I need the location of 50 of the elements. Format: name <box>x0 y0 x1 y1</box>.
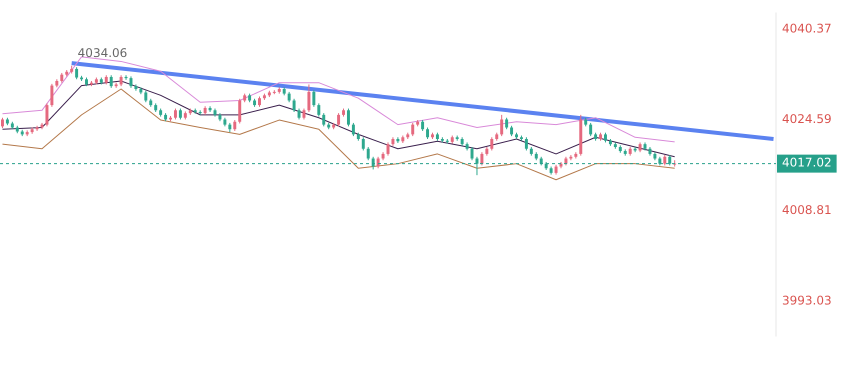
candlestick <box>178 108 182 120</box>
candlestick <box>50 83 54 108</box>
candlestick <box>554 164 558 176</box>
candlestick <box>312 90 316 108</box>
candlestick <box>505 117 508 130</box>
candlestick <box>238 98 242 124</box>
candlestick <box>75 66 78 80</box>
candlestick <box>352 122 355 137</box>
y-tick-label: 3993.03 <box>782 293 832 308</box>
candlestick <box>110 74 113 88</box>
candlestick <box>524 136 528 151</box>
candlestick <box>307 84 310 112</box>
candlestick <box>317 102 320 118</box>
candlestick <box>60 72 64 84</box>
candlestick <box>426 127 430 140</box>
y-tick-label: 4008.81 <box>782 202 832 217</box>
candlestick <box>130 76 132 88</box>
candlestick <box>292 98 296 112</box>
candlestick <box>302 108 306 120</box>
candlestick <box>258 96 261 108</box>
candlestick <box>500 114 504 137</box>
candlestick <box>490 136 494 151</box>
candlestick <box>411 122 414 137</box>
candlestick <box>288 91 291 103</box>
ref-line-label: 4017.02 <box>782 156 832 170</box>
candlestick <box>366 146 370 161</box>
candlestick <box>362 136 365 151</box>
candlestick <box>386 142 390 156</box>
candlestick <box>480 152 484 166</box>
candlestick <box>663 154 666 166</box>
candlestick <box>337 112 340 127</box>
candlestick <box>589 122 592 137</box>
candlestick <box>346 108 350 127</box>
candlestick <box>510 125 514 137</box>
candlestick <box>638 142 642 153</box>
candlestick <box>233 120 236 132</box>
candlestick <box>120 74 123 87</box>
candlestick <box>228 122 232 133</box>
candlestick <box>604 132 607 143</box>
candlestick <box>470 146 474 161</box>
y-tick-label: 4024.59 <box>782 112 832 126</box>
candlestick <box>104 74 108 85</box>
candlestick <box>0 117 4 129</box>
candlestick <box>421 120 424 132</box>
candlestick <box>298 108 301 120</box>
annotation: 4034.06 <box>78 46 128 60</box>
candlestick <box>45 102 48 127</box>
candlestick <box>174 108 177 120</box>
y-tick-label: 4040.37 <box>782 22 832 36</box>
candlestick <box>144 90 148 103</box>
